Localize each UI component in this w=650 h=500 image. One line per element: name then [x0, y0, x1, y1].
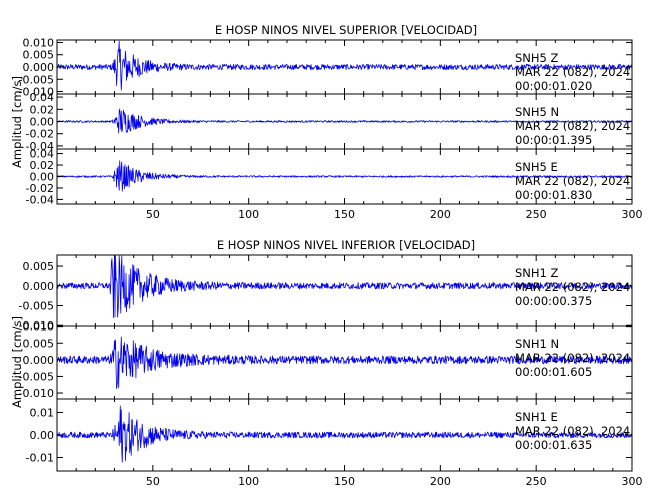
- y-tick-label: 0.010: [23, 36, 55, 49]
- y-tick-label: 0.005: [23, 337, 55, 350]
- trace-station-label: SNH5 E: [515, 160, 558, 174]
- waveform-SNH5-N: [56, 108, 633, 134]
- x-tick-label: 50: [146, 208, 160, 221]
- y-tick-label: 0.04: [30, 91, 55, 104]
- trace-station-label: SNH1 E: [515, 410, 558, 424]
- trace-date-label: MAR 22 (082), 2024: [515, 280, 630, 294]
- x-tick-label: 250: [526, 475, 547, 488]
- trace-time-label: 00:00:01.635: [515, 438, 592, 452]
- trace-time-label: 00:00:01.395: [515, 133, 592, 147]
- x-tick-label: 50: [146, 475, 160, 488]
- y-tick-label: 0.000: [23, 280, 55, 293]
- waveform-SNH1-E: [56, 405, 633, 463]
- waveform-SNH5-Z: [56, 40, 633, 91]
- y-tick-label: 0.00: [30, 171, 55, 184]
- y-tick-label: 0.02: [30, 159, 55, 172]
- trace-station-label: SNH1 Z: [515, 266, 559, 280]
- y-tick-label: 0.00: [30, 116, 55, 129]
- waveform-SNH1-Z: [56, 255, 633, 319]
- trace-station-label: SNH5 N: [515, 105, 559, 119]
- y-tick-label: 0.01: [30, 407, 55, 420]
- y-tick-label: 0.000: [23, 354, 55, 367]
- top-panel-ylabel: Amplitud [cm/s]: [10, 76, 24, 168]
- trace-date-label: MAR 22 (082), 2024: [515, 65, 630, 79]
- y-tick-label: 0.000: [23, 61, 55, 74]
- waveform-SNH1-N: [56, 336, 633, 390]
- y-tick-label: -0.02: [26, 182, 54, 195]
- trace-date-label: MAR 22 (082), 2024: [515, 174, 630, 188]
- y-tick-label: -0.010: [19, 319, 54, 332]
- x-tick-label: 150: [334, 475, 355, 488]
- y-tick-label: 0.00: [30, 429, 55, 442]
- x-tick-label: 200: [430, 475, 451, 488]
- y-tick-label: -0.005: [19, 299, 54, 312]
- x-tick-label: 300: [622, 475, 643, 488]
- x-tick-label: 200: [430, 208, 451, 221]
- y-tick-label: -0.005: [19, 370, 54, 383]
- trace-station-label: SNH1 N: [515, 337, 559, 351]
- x-tick-label: 150: [334, 208, 355, 221]
- y-tick-label: 0.010: [23, 321, 55, 334]
- x-tick-label: 250: [526, 208, 547, 221]
- trace-date-label: MAR 22 (082), 2024: [515, 351, 630, 365]
- bottom-panel-title: E HOSP NINOS NIVEL INFERIOR [VELOCIDAD]: [217, 238, 475, 252]
- y-tick-label: 0.04: [30, 148, 55, 161]
- y-tick-label: -0.01: [26, 452, 54, 465]
- waveform-SNH5-E: [56, 160, 632, 192]
- trace-station-label: SNH5 Z: [515, 51, 559, 65]
- y-tick-label: 0.02: [30, 103, 55, 116]
- trace-date-label: MAR 22 (082), 2024: [515, 424, 630, 438]
- x-tick-label: 100: [238, 208, 259, 221]
- trace-time-label: 00:00:01.830: [515, 188, 592, 202]
- y-tick-label: 0.005: [23, 260, 55, 273]
- x-tick-label: 100: [238, 475, 259, 488]
- trace-time-label: 00:00:00.375: [515, 294, 592, 308]
- y-tick-label: -0.04: [26, 140, 54, 153]
- trace-time-label: 00:00:01.020: [515, 79, 592, 93]
- y-tick-label: -0.04: [26, 193, 54, 206]
- y-tick-label: -0.005: [19, 73, 54, 86]
- y-tick-label: 0.005: [23, 49, 55, 62]
- y-tick-label: -0.010: [19, 86, 54, 99]
- y-tick-label: -0.010: [19, 387, 54, 400]
- trace-time-label: 00:00:01.605: [515, 365, 592, 379]
- y-tick-label: -0.02: [26, 128, 54, 141]
- trace-date-label: MAR 22 (082), 2024: [515, 119, 630, 133]
- x-tick-label: 300: [622, 208, 643, 221]
- bottom-panel-ylabel: Amplitud [cm/s]: [10, 316, 24, 408]
- top-panel-title: E HOSP NINOS NIVEL SUPERIOR [VELOCIDAD]: [215, 23, 477, 37]
